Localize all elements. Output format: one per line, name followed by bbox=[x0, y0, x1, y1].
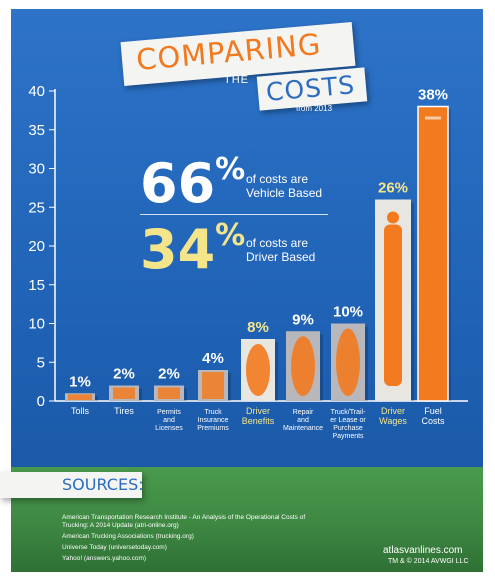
y-tick-label: 30 bbox=[28, 161, 45, 178]
icon-body bbox=[384, 224, 402, 386]
category-label: Costs bbox=[421, 416, 445, 426]
value-label: 10% bbox=[333, 304, 363, 321]
source-item: American Trucking Associations (trucking… bbox=[62, 533, 194, 540]
toll-barrier-icon bbox=[68, 394, 92, 400]
y-tick-label: 25 bbox=[28, 199, 45, 216]
category-label: Tolls bbox=[71, 406, 90, 416]
category-label: Repair bbox=[293, 409, 314, 416]
category-label: Maintenance bbox=[283, 425, 323, 432]
category-label: er Lease or bbox=[330, 417, 366, 424]
icon-shape bbox=[202, 372, 224, 399]
category-label: Truck bbox=[204, 409, 222, 416]
value-label: 8% bbox=[247, 319, 269, 336]
category-label: Benefits bbox=[242, 416, 275, 426]
icon-shape bbox=[246, 344, 270, 396]
vehicle-percent-value: 66 bbox=[140, 152, 216, 215]
truck-icon bbox=[336, 328, 360, 396]
driver-silhouette-icon bbox=[384, 211, 402, 386]
icon-shape bbox=[291, 336, 315, 396]
y-tick-label: 35 bbox=[28, 122, 45, 139]
y-tick-label: 10 bbox=[28, 316, 45, 333]
bar-fuel-costs bbox=[417, 105, 449, 402]
category-label: Driver bbox=[381, 406, 405, 416]
value-label: 2% bbox=[158, 366, 180, 383]
category-label: Licenses bbox=[155, 425, 183, 432]
icon-shape bbox=[336, 328, 360, 396]
y-tick-label: 0 bbox=[37, 393, 45, 410]
source-item: American Transportation Research Institu… bbox=[62, 514, 306, 529]
driver-percent-value: 34 bbox=[140, 218, 216, 281]
tire-icon bbox=[113, 387, 135, 399]
value-label: 26% bbox=[378, 180, 408, 197]
driver-percent-symbol: % bbox=[215, 218, 246, 253]
sources-title: SOURCES: bbox=[62, 475, 144, 494]
category-label: Driver bbox=[246, 406, 270, 416]
category-label: Payments bbox=[332, 433, 364, 440]
value-label: 38% bbox=[418, 87, 448, 104]
vehicle-label-line2: Vehicle Based bbox=[246, 186, 323, 200]
value-label: 2% bbox=[113, 366, 135, 383]
source-item: Yahoo! (answers.yahoo.com) bbox=[62, 555, 147, 562]
category-label: Insurance bbox=[198, 417, 229, 424]
y-tick-label: 15 bbox=[28, 277, 45, 294]
brand-url: atlasvanlines.com bbox=[383, 545, 463, 556]
value-label: 1% bbox=[69, 373, 91, 390]
category-label: Fuel bbox=[424, 406, 442, 416]
y-tick-label: 5 bbox=[37, 354, 45, 371]
category-label: Permits bbox=[157, 409, 181, 416]
value-label: 9% bbox=[292, 311, 314, 328]
driver-label-line1: of costs are bbox=[246, 236, 309, 250]
category-label: Premiums bbox=[197, 425, 229, 432]
vehicle-label-line1: of costs are bbox=[246, 172, 309, 186]
icon-shape bbox=[68, 394, 92, 400]
vehicle-percent-symbol: % bbox=[215, 152, 246, 187]
bars bbox=[65, 105, 451, 402]
permit-stack-icon bbox=[158, 387, 180, 399]
subtitle: from 2013 bbox=[296, 104, 333, 113]
driver-percent: 34% bbox=[140, 218, 245, 281]
category-label: and bbox=[163, 417, 175, 424]
caduceus-icon bbox=[246, 344, 270, 396]
icon-nozzle bbox=[425, 116, 441, 120]
category-label: Truck/Trail- bbox=[331, 409, 367, 416]
category-label: and bbox=[297, 417, 309, 424]
category-labels: Tolls Tires PermitsandLicensesTruckInsuran… bbox=[71, 406, 445, 440]
vehicle-percent: 66% bbox=[140, 152, 245, 215]
driver-label-line2: Driver Based bbox=[246, 250, 316, 264]
vehicle-percent-label: of costs are Vehicle Based bbox=[246, 172, 356, 200]
icon-head bbox=[387, 211, 399, 224]
fuel-pump-icon bbox=[425, 116, 441, 120]
y-tick-label: 20 bbox=[28, 238, 45, 255]
driver-percent-label: of costs are Driver Based bbox=[246, 236, 356, 264]
icon-shape bbox=[158, 387, 180, 399]
highlight-divider bbox=[140, 214, 328, 215]
category-label: Purchase bbox=[333, 425, 363, 432]
value-labels: 1% 2% 2% 4% 8% 9% 10% 26% 38% bbox=[69, 87, 448, 391]
category-label: Tires bbox=[114, 406, 134, 416]
y-tick-label: 40 bbox=[28, 83, 45, 100]
sources-banner bbox=[0, 472, 142, 498]
value-label: 4% bbox=[202, 350, 224, 367]
title-the: THE bbox=[224, 74, 249, 86]
wrench-icon bbox=[291, 336, 315, 396]
umbrella-icon bbox=[202, 372, 224, 399]
copyright: TM & © 2014 AVWGI LLC bbox=[388, 558, 469, 565]
icon-shape bbox=[113, 387, 135, 399]
source-item: Universe Today (universetoday.com) bbox=[62, 544, 167, 551]
category-label: Wages bbox=[379, 416, 407, 426]
